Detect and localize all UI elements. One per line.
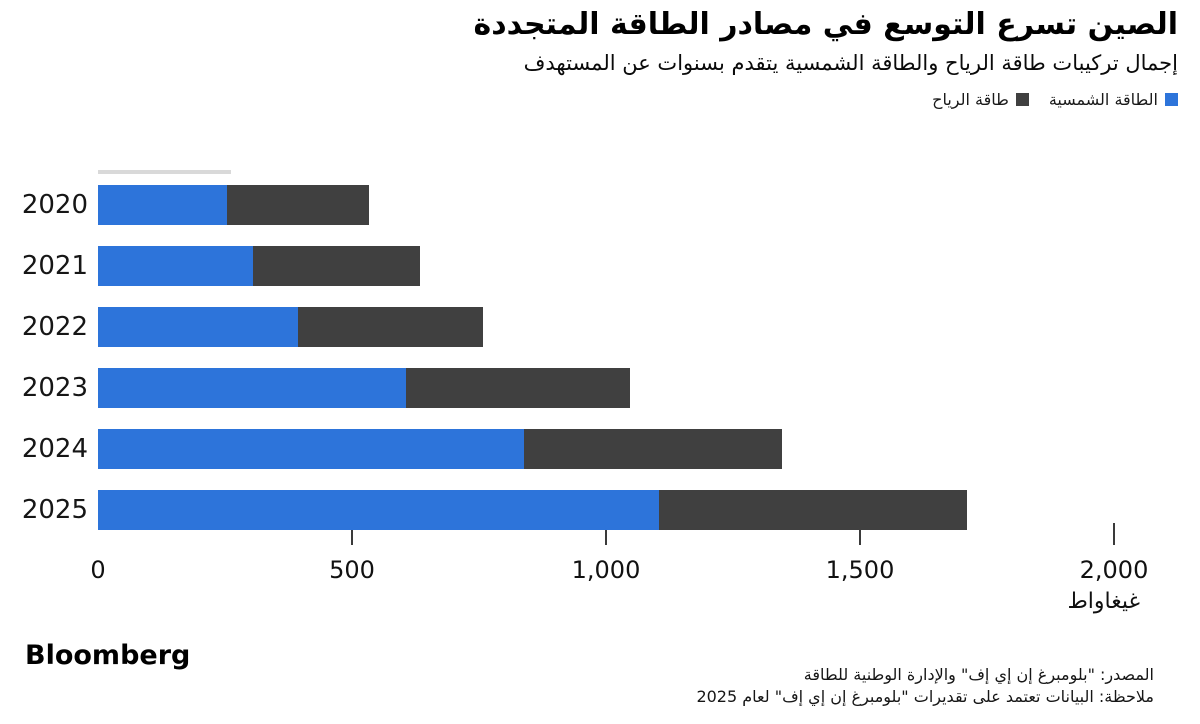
- legend-item-solar: الطاقة الشمسية: [1049, 90, 1178, 109]
- cropped-bar-artifact: [98, 170, 231, 174]
- bar-row-2025: [98, 490, 967, 530]
- year-label-2023: 2023: [21, 373, 88, 403]
- source-line: المصدر: "بلومبرغ إن إي إف" والإدارة الوط…: [803, 665, 1154, 684]
- year-label-2025: 2025: [21, 495, 88, 525]
- x-axis-tick-1000: [605, 530, 607, 545]
- axis-unit-label: غيغاواط: [1067, 589, 1140, 614]
- year-label-2020: 2020: [21, 190, 88, 220]
- note-line: ملاحظة: البيانات تعتمد على تقديرات "بلوم…: [696, 687, 1154, 706]
- legend-item-wind: طاقة الرياح: [932, 90, 1029, 109]
- bar-segment-solar-2022: [98, 307, 298, 347]
- x-axis-tick-label-0: 0: [90, 556, 106, 584]
- x-axis-tick-label-1000: 1,000: [571, 556, 641, 584]
- bar-segment-solar-2021: [98, 246, 254, 286]
- year-label-2024: 2024: [21, 434, 88, 464]
- x-axis-tick-label-2000: 2,000: [1079, 556, 1149, 584]
- bar-segment-wind-2025: [659, 490, 967, 530]
- bar-row-2020: [98, 185, 370, 225]
- x-axis-tick-1500: [859, 530, 861, 545]
- bar-segment-wind-2022: [297, 307, 483, 347]
- bar-row-2021: [98, 246, 420, 286]
- bar-segment-wind-2023: [406, 368, 630, 408]
- solar-swatch-icon: [1165, 92, 1178, 106]
- chart-title: الصين تسرع التوسع في مصادر الطاقة المتجد…: [473, 7, 1179, 42]
- legend-label-solar: الطاقة الشمسية: [1048, 89, 1158, 109]
- x-axis-tick-2000: [1113, 523, 1115, 545]
- bar-segment-solar-2025: [98, 490, 660, 530]
- bar-row-2022: [98, 307, 483, 347]
- chart-subtitle: إجمال تركيبات طاقة الرياح والطاقة الشمسي…: [523, 50, 1178, 75]
- bar-segment-solar-2020: [98, 185, 227, 225]
- year-label-2022: 2022: [21, 312, 88, 342]
- bar-segment-wind-2021: [253, 246, 420, 286]
- bar-segment-wind-2024: [523, 429, 782, 469]
- bar-segment-solar-2023: [98, 368, 407, 408]
- bar-segment-solar-2024: [98, 429, 524, 469]
- x-axis-tick-label-1500: 1,500: [825, 556, 895, 584]
- bar-segment-wind-2020: [226, 185, 370, 225]
- footnotes: المصدر: "بلومبرغ إن إي إف" والإدارة الوط…: [696, 664, 1154, 708]
- chart-header: الصين تسرع التوسع في مصادر الطاقة المتجد…: [473, 6, 1179, 109]
- bar-row-2023: [98, 368, 630, 408]
- wind-swatch-icon: [1015, 92, 1029, 106]
- x-axis-tick-label-500: 500: [329, 556, 375, 584]
- bloomberg-logo: Bloomberg: [25, 640, 191, 671]
- x-axis-tick-500: [351, 530, 353, 545]
- bar-row-2024: [98, 429, 782, 469]
- year-label-2021: 2021: [21, 251, 88, 281]
- chart-legend: الطاقة الشمسية طاقة الرياح: [474, 90, 1178, 109]
- legend-label-wind: طاقة الرياح: [932, 89, 1009, 109]
